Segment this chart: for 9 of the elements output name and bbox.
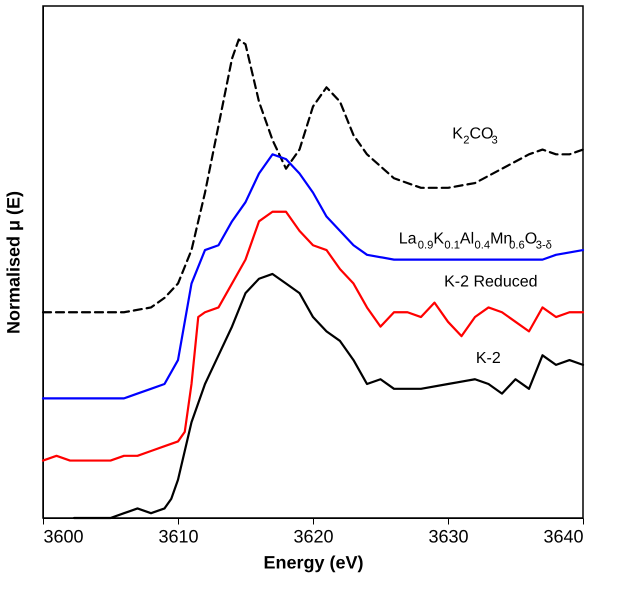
x-tick-label: 3620 xyxy=(293,526,334,546)
annotation: K-2 Reduced xyxy=(444,274,538,291)
y-axis-title: Normalised μ (E) xyxy=(4,190,24,334)
x-tick-label: 3610 xyxy=(158,526,199,546)
x-tick-label: 3600 xyxy=(44,526,84,546)
x-axis-title: Energy (eV) xyxy=(263,552,364,572)
x-tick-label: 3640 xyxy=(543,526,584,546)
x-tick-label: 3630 xyxy=(428,526,469,546)
annotation: K-2 xyxy=(476,350,501,368)
